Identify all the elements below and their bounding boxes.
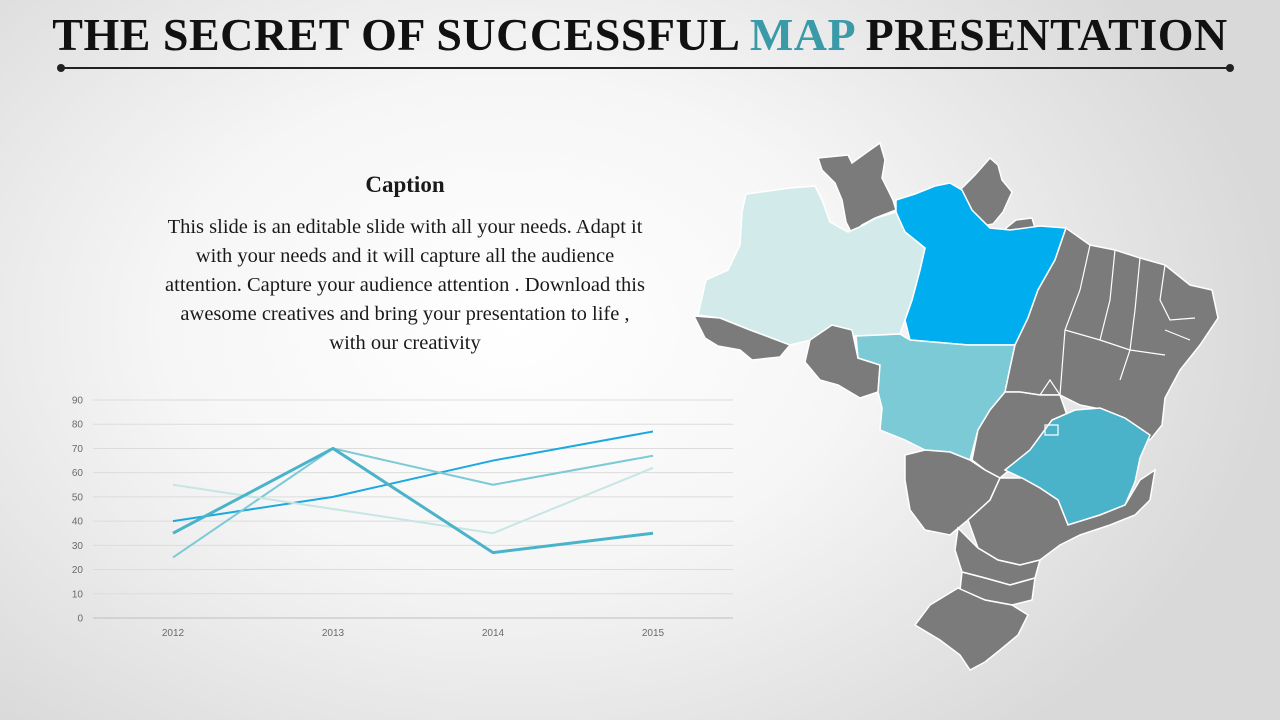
y-tick-label: 80 [72, 420, 84, 431]
map-region-amazonas [697, 185, 926, 346]
caption-body: This slide is an editable slide with all… [165, 216, 645, 354]
y-tick-label: 10 [72, 589, 84, 600]
divider-left-dot [57, 64, 65, 72]
map-internal-borders [1039, 244, 1196, 436]
map-region-rio-grande-sul [913, 587, 1029, 671]
title-text-start: THE SECRET OF SUCCESSFUL [52, 9, 750, 60]
y-tick-label: 40 [72, 517, 84, 528]
map-region-acre [692, 315, 792, 361]
series-line-1 [172, 430, 654, 523]
caption-heading: Caption [365, 172, 445, 197]
divider-right-dot [1226, 64, 1234, 72]
series-line-4 [172, 446, 654, 555]
series-line-2 [172, 447, 654, 559]
y-tick-label: 20 [72, 565, 84, 576]
slide-title: THE SECRET OF SUCCESSFUL MAP PRESENTATIO… [0, 8, 1280, 61]
series-line-3 [172, 466, 654, 535]
title-highlight-word: MAP [749, 9, 854, 60]
title-divider [62, 67, 1230, 69]
brazil-map [692, 141, 1219, 671]
title-text-end: PRESENTATION [853, 9, 1228, 60]
x-tick-label: 2014 [482, 628, 505, 639]
line-chart: 0 10 20 30 40 50 60 70 80 90 2012 2013 2014 2015 [72, 396, 733, 639]
y-tick-label: 0 [77, 614, 83, 625]
x-tick-label: 2015 [642, 628, 665, 639]
x-tick-label: 2013 [322, 628, 345, 639]
y-tick-label: 60 [72, 468, 84, 479]
y-tick-label: 70 [72, 444, 84, 455]
y-tick-label: 30 [72, 541, 84, 552]
y-tick-label: 50 [72, 492, 84, 503]
x-tick-label: 2012 [162, 628, 185, 639]
y-tick-label: 90 [72, 396, 84, 407]
